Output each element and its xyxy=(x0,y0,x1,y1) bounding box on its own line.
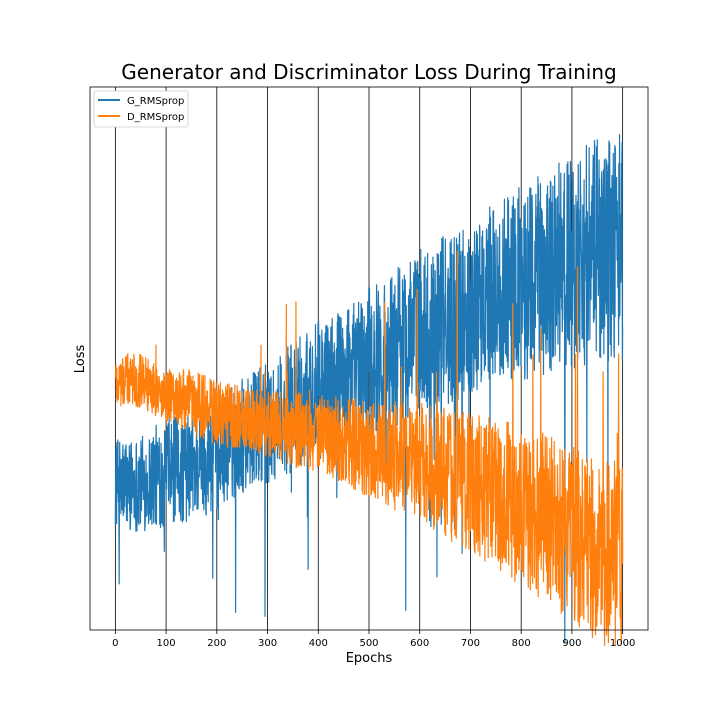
legend-label-d-rmsprop: D_RMSprop xyxy=(127,112,184,123)
x-tick-label-300: 300 xyxy=(258,638,277,649)
y-axis-label: Loss xyxy=(73,345,88,374)
x-tick-label-400: 400 xyxy=(309,638,328,649)
legend-label-g-rmsprop: G_RMSprop xyxy=(127,96,184,107)
x-tick-label-200: 200 xyxy=(207,638,226,649)
x-tick-label-700: 700 xyxy=(461,638,480,649)
x-axis-ticks: 0 100 200 300 400 500 600 700 800 900 1000 xyxy=(112,630,635,649)
x-tick-label-1000: 1000 xyxy=(610,638,635,649)
series-layer xyxy=(114,133,624,647)
x-tick-label-600: 600 xyxy=(410,638,429,649)
x-tick-label-900: 900 xyxy=(562,638,581,649)
x-tick-label-0: 0 xyxy=(112,638,118,649)
series-line-d-rmsprop xyxy=(114,250,624,647)
x-axis-label: Epochs xyxy=(346,651,393,666)
x-tick-label-800: 800 xyxy=(512,638,531,649)
x-tick-label-500: 500 xyxy=(359,638,378,649)
chart-title: Generator and Discriminator Loss During … xyxy=(121,60,616,84)
legend: G_RMSprop D_RMSprop xyxy=(93,90,189,128)
x-tick-label-100: 100 xyxy=(157,638,176,649)
series-line-g-rmsprop xyxy=(114,133,624,644)
